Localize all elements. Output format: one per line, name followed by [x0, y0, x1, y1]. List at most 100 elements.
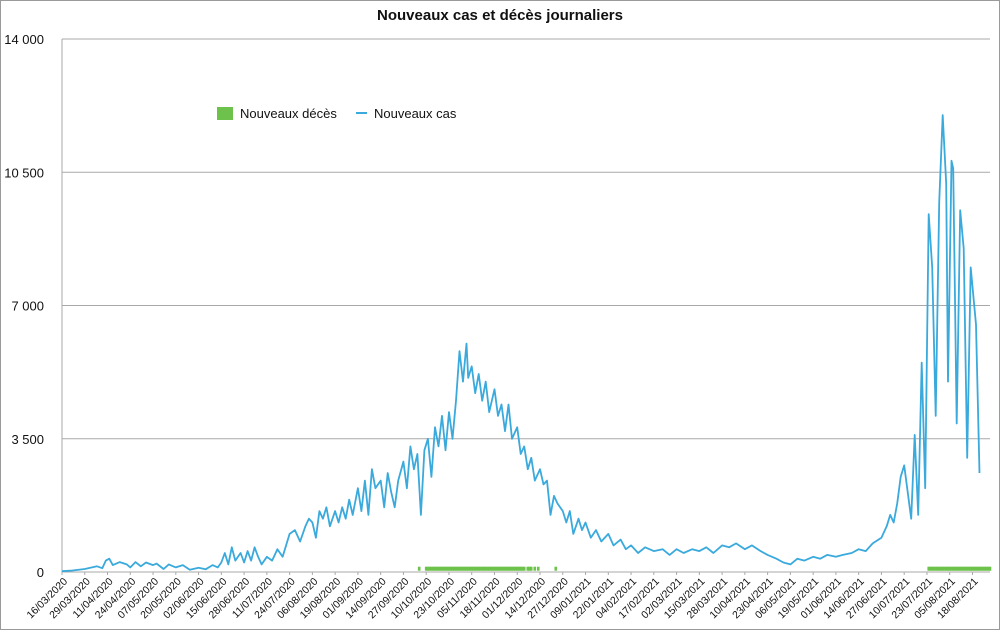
death-bar: [955, 566, 959, 571]
death-bar: [477, 566, 481, 571]
death-bar: [515, 566, 519, 571]
death-bar: [445, 566, 449, 571]
death-bar: [976, 566, 980, 571]
death-bar: [479, 566, 482, 571]
death-bar: [528, 566, 531, 571]
death-bar: [529, 566, 533, 571]
death-bar: [449, 566, 453, 571]
cases-line: [61, 114, 981, 573]
death-bar: [953, 566, 957, 571]
death-bar: [943, 566, 946, 571]
death-bar: [444, 566, 447, 571]
deaths-series: [417, 566, 992, 571]
death-bar: [983, 566, 987, 571]
death-bar: [962, 566, 966, 571]
x-axis-ticks: 16/03/202029/03/202011/04/202024/04/2020…: [24, 572, 981, 621]
death-bar: [484, 566, 488, 571]
death-bar: [494, 566, 498, 571]
death-bar: [522, 566, 526, 571]
death-bar: [974, 566, 978, 571]
death-bar: [480, 566, 484, 571]
y-tick-label: 10 500: [4, 165, 44, 180]
death-bar: [459, 566, 463, 571]
death-bar: [930, 566, 934, 571]
death-bar: [972, 566, 976, 571]
death-bar: [939, 566, 943, 571]
death-bar: [458, 566, 461, 571]
death-bar: [435, 566, 439, 571]
death-bar: [986, 566, 990, 571]
legend: Nouveaux décès Nouveaux cas: [217, 106, 457, 121]
death-bar: [496, 566, 500, 571]
death-bar: [500, 566, 503, 571]
death-bar: [960, 566, 964, 571]
death-bar: [958, 566, 962, 571]
death-bar: [937, 566, 941, 571]
death-bar: [981, 566, 985, 571]
death-bar: [486, 566, 489, 571]
death-bar: [510, 566, 514, 571]
death-bar: [936, 566, 939, 571]
death-bar: [452, 566, 456, 571]
death-bar: [985, 566, 988, 571]
death-bar: [465, 566, 468, 571]
death-bar: [932, 566, 936, 571]
legend-label-cases: Nouveaux cas: [374, 106, 457, 121]
cases-series: [61, 114, 981, 573]
death-bar: [505, 566, 509, 571]
death-bar: [426, 566, 430, 571]
death-bar: [971, 566, 974, 571]
death-bar: [491, 566, 495, 571]
legend-label-deaths: Nouveaux décès: [240, 106, 337, 121]
death-bar: [965, 566, 969, 571]
death-bar: [482, 566, 486, 571]
death-bar: [447, 566, 451, 571]
death-bar: [934, 566, 938, 571]
death-bar: [501, 566, 505, 571]
death-bar: [929, 566, 932, 571]
y-tick-label: 14 000: [4, 32, 44, 47]
death-bar: [461, 566, 465, 571]
death-bar: [512, 566, 516, 571]
legend-swatch-deaths: [217, 107, 233, 120]
death-bar: [554, 566, 558, 571]
death-bar: [507, 566, 510, 571]
death-bar: [927, 566, 931, 571]
gridlines: [61, 38, 990, 573]
death-bar: [521, 566, 524, 571]
death-bar: [514, 566, 517, 571]
death-bar: [941, 566, 945, 571]
death-bar: [979, 566, 983, 571]
death-bar: [433, 566, 437, 571]
death-bar: [503, 566, 507, 571]
y-tick-label: 0: [37, 565, 44, 580]
death-bar: [948, 566, 952, 571]
death-bar: [454, 566, 458, 571]
y-axis-ticks: 0 3 500 7 000 10 500 14 000: [4, 32, 44, 580]
death-bar: [424, 566, 428, 571]
death-bar: [944, 566, 948, 571]
death-bar: [489, 566, 493, 571]
death-bar: [437, 566, 440, 571]
death-bar: [964, 566, 967, 571]
death-bar: [536, 566, 540, 571]
death-bar: [978, 566, 981, 571]
death-bar: [475, 566, 479, 571]
death-bar: [519, 566, 523, 571]
death-bar: [442, 566, 446, 571]
death-bar: [451, 566, 454, 571]
death-bar: [946, 566, 950, 571]
death-bar: [472, 566, 475, 571]
y-tick-label: 3 500: [11, 432, 44, 447]
death-bar: [468, 566, 472, 571]
death-bar: [517, 566, 521, 571]
death-bar: [950, 566, 953, 571]
death-bar: [463, 566, 467, 571]
death-bar: [428, 566, 431, 571]
death-bar: [470, 566, 474, 571]
death-bar: [487, 566, 491, 571]
death-bar: [988, 566, 992, 571]
death-bar: [417, 566, 421, 571]
